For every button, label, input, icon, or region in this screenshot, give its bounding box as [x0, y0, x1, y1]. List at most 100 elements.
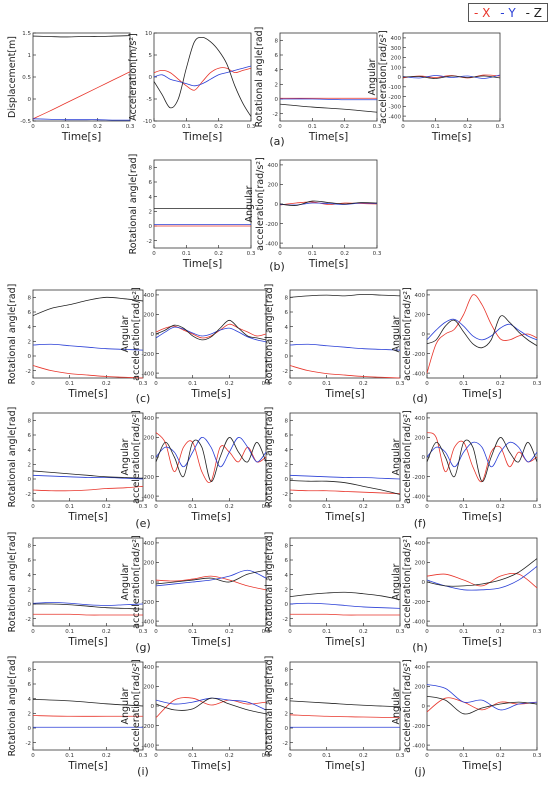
chart-4: -400 -300 -200 -100 0 100 200 300 400 0 0.1 0.2 0.3 T… — [367, 30, 505, 143]
x-axis-label: Time[s] — [461, 511, 501, 523]
y-tick-label: 200 — [144, 313, 155, 319]
y-tick-label: -2 — [283, 617, 288, 623]
y-axis-label: Rotational angle[rad] — [128, 154, 139, 255]
x-axis-label: Time[s] — [461, 636, 501, 648]
plot-frame — [426, 661, 538, 751]
y-axis-label-line-1: Angular — [120, 315, 131, 352]
x-axis-label: Time[s] — [308, 131, 348, 143]
x-axis-label: Time[s] — [324, 511, 364, 523]
y-tick-label: -2 — [283, 492, 288, 498]
x-tick-label: 0 — [288, 753, 292, 759]
y-axis-label-line-2: acceleration[rad/s²] — [131, 287, 142, 381]
y-tick-label: -400 — [142, 371, 155, 377]
y-tick-label: 0 — [151, 455, 155, 461]
y-tick-label: 2 — [285, 463, 289, 469]
y-axis-label-line-1: Angular — [367, 58, 378, 95]
x-tick-label: 0.1 — [61, 124, 70, 130]
y-tick-label: 6 — [28, 433, 32, 439]
y-axis-label-line-2: acceleration[rad/s²] — [378, 30, 389, 124]
y-tick-label: 0 — [285, 477, 289, 483]
x-axis-label: Time[s] — [190, 388, 230, 400]
y-axis-label-line-1: Angular — [244, 185, 255, 222]
panel-label: (c) — [136, 392, 151, 405]
x-axis-label: Time[s] — [190, 636, 230, 648]
x-tick-label: 0.2 — [359, 629, 368, 635]
series-line-x — [32, 485, 144, 492]
y-tick-label: 8 — [285, 296, 289, 302]
x-axis-label: Time[s] — [190, 511, 230, 523]
y-tick-label: 400 — [415, 665, 426, 671]
y-tick-label: -5 — [147, 97, 153, 103]
x-tick-label: 0 — [278, 124, 282, 130]
series-line-z — [32, 35, 131, 38]
x-tick-label: 0.3 — [139, 629, 148, 635]
y-tick-label: 6 — [149, 180, 153, 186]
series-line-y — [279, 202, 378, 206]
x-tick-label: 0.1 — [308, 251, 317, 257]
series-line-x — [155, 323, 267, 339]
y-axis-label-line-1: Angular — [391, 438, 402, 475]
x-tick-label: 0.2 — [359, 753, 368, 759]
y-tick-label: 2 — [285, 588, 289, 594]
x-tick-label: 0.3 — [496, 124, 505, 130]
y-tick-label: -400 — [413, 619, 426, 625]
x-tick-label: 0.2 — [340, 124, 349, 130]
x-tick-label: 0.3 — [373, 124, 382, 130]
y-axis-label-line-2: acceleration[rad/s²] — [402, 659, 413, 753]
y-tick-label: -10 — [143, 119, 152, 125]
y-tick-label: -300 — [389, 105, 402, 111]
y-axis-label-line-2: acceleration[rad/s²] — [131, 535, 142, 629]
x-tick-label: 0.3 — [139, 753, 148, 759]
y-tick-label: 6 — [285, 433, 289, 439]
y-axis-label: Rotational angle[rad] — [254, 27, 265, 128]
panel-label: (i) — [137, 765, 149, 778]
y-tick-label: 0 — [28, 97, 32, 103]
y-tick-label: 8 — [28, 296, 32, 302]
y-tick-label: -400 — [142, 743, 155, 749]
x-tick-label: 0 — [31, 504, 35, 510]
series-line-z — [289, 700, 401, 708]
x-tick-label: 0.3 — [262, 753, 271, 759]
y-tick-label: 0 — [422, 704, 426, 710]
y-tick-label: 4 — [275, 68, 279, 74]
y-tick-label: 0 — [275, 97, 279, 103]
series-line-x — [32, 71, 131, 120]
series-line-z — [32, 470, 144, 479]
chart-10: -400 -200 0 200 400 0 0.1 0.2 0.3 Time[s] Angular a… — [391, 287, 542, 400]
y-tick-label: -0.5 — [20, 119, 31, 125]
y-tick-label: 400 — [144, 541, 155, 547]
series-line-x — [155, 575, 267, 591]
y-tick-label: 200 — [415, 436, 426, 442]
y-tick-label: 6 — [28, 310, 32, 316]
y-tick-label: -2 — [283, 369, 288, 375]
x-tick-label: 0.3 — [262, 504, 271, 510]
y-tick-label: 4 — [285, 697, 289, 703]
y-tick-label: 6 — [285, 558, 289, 564]
x-tick-label: 0.3 — [396, 504, 405, 510]
chart-18: -400 -200 0 200 400 0 0.1 0.2 0.3 Time[s] Angular a… — [391, 535, 542, 648]
series-line-z — [155, 437, 267, 482]
x-tick-label: 0.2 — [496, 629, 505, 635]
x-tick-label: 0.2 — [340, 251, 349, 257]
y-axis-label: Rotational angle[rad] — [264, 407, 275, 508]
y-tick-label: -2 — [26, 492, 31, 498]
x-tick-label: 0.2 — [225, 381, 234, 387]
plot-frame — [426, 537, 538, 627]
x-tick-label: 0.3 — [396, 753, 405, 759]
plot-frame — [32, 32, 131, 122]
series-line-z — [155, 697, 267, 715]
y-tick-label: 100 — [391, 65, 402, 71]
series-line-z — [155, 569, 267, 585]
x-tick-label: 0.3 — [396, 381, 405, 387]
x-tick-label: 0.3 — [533, 753, 542, 759]
y-tick-label: 0 — [28, 477, 32, 483]
x-tick-label: 0.3 — [262, 629, 271, 635]
series-line-y — [426, 441, 538, 468]
series-line-z — [426, 695, 538, 715]
x-tick-label: 0.2 — [496, 381, 505, 387]
y-tick-label: 0 — [149, 75, 153, 81]
y-tick-label: 400 — [391, 36, 402, 42]
x-tick-label: 0.1 — [322, 381, 331, 387]
